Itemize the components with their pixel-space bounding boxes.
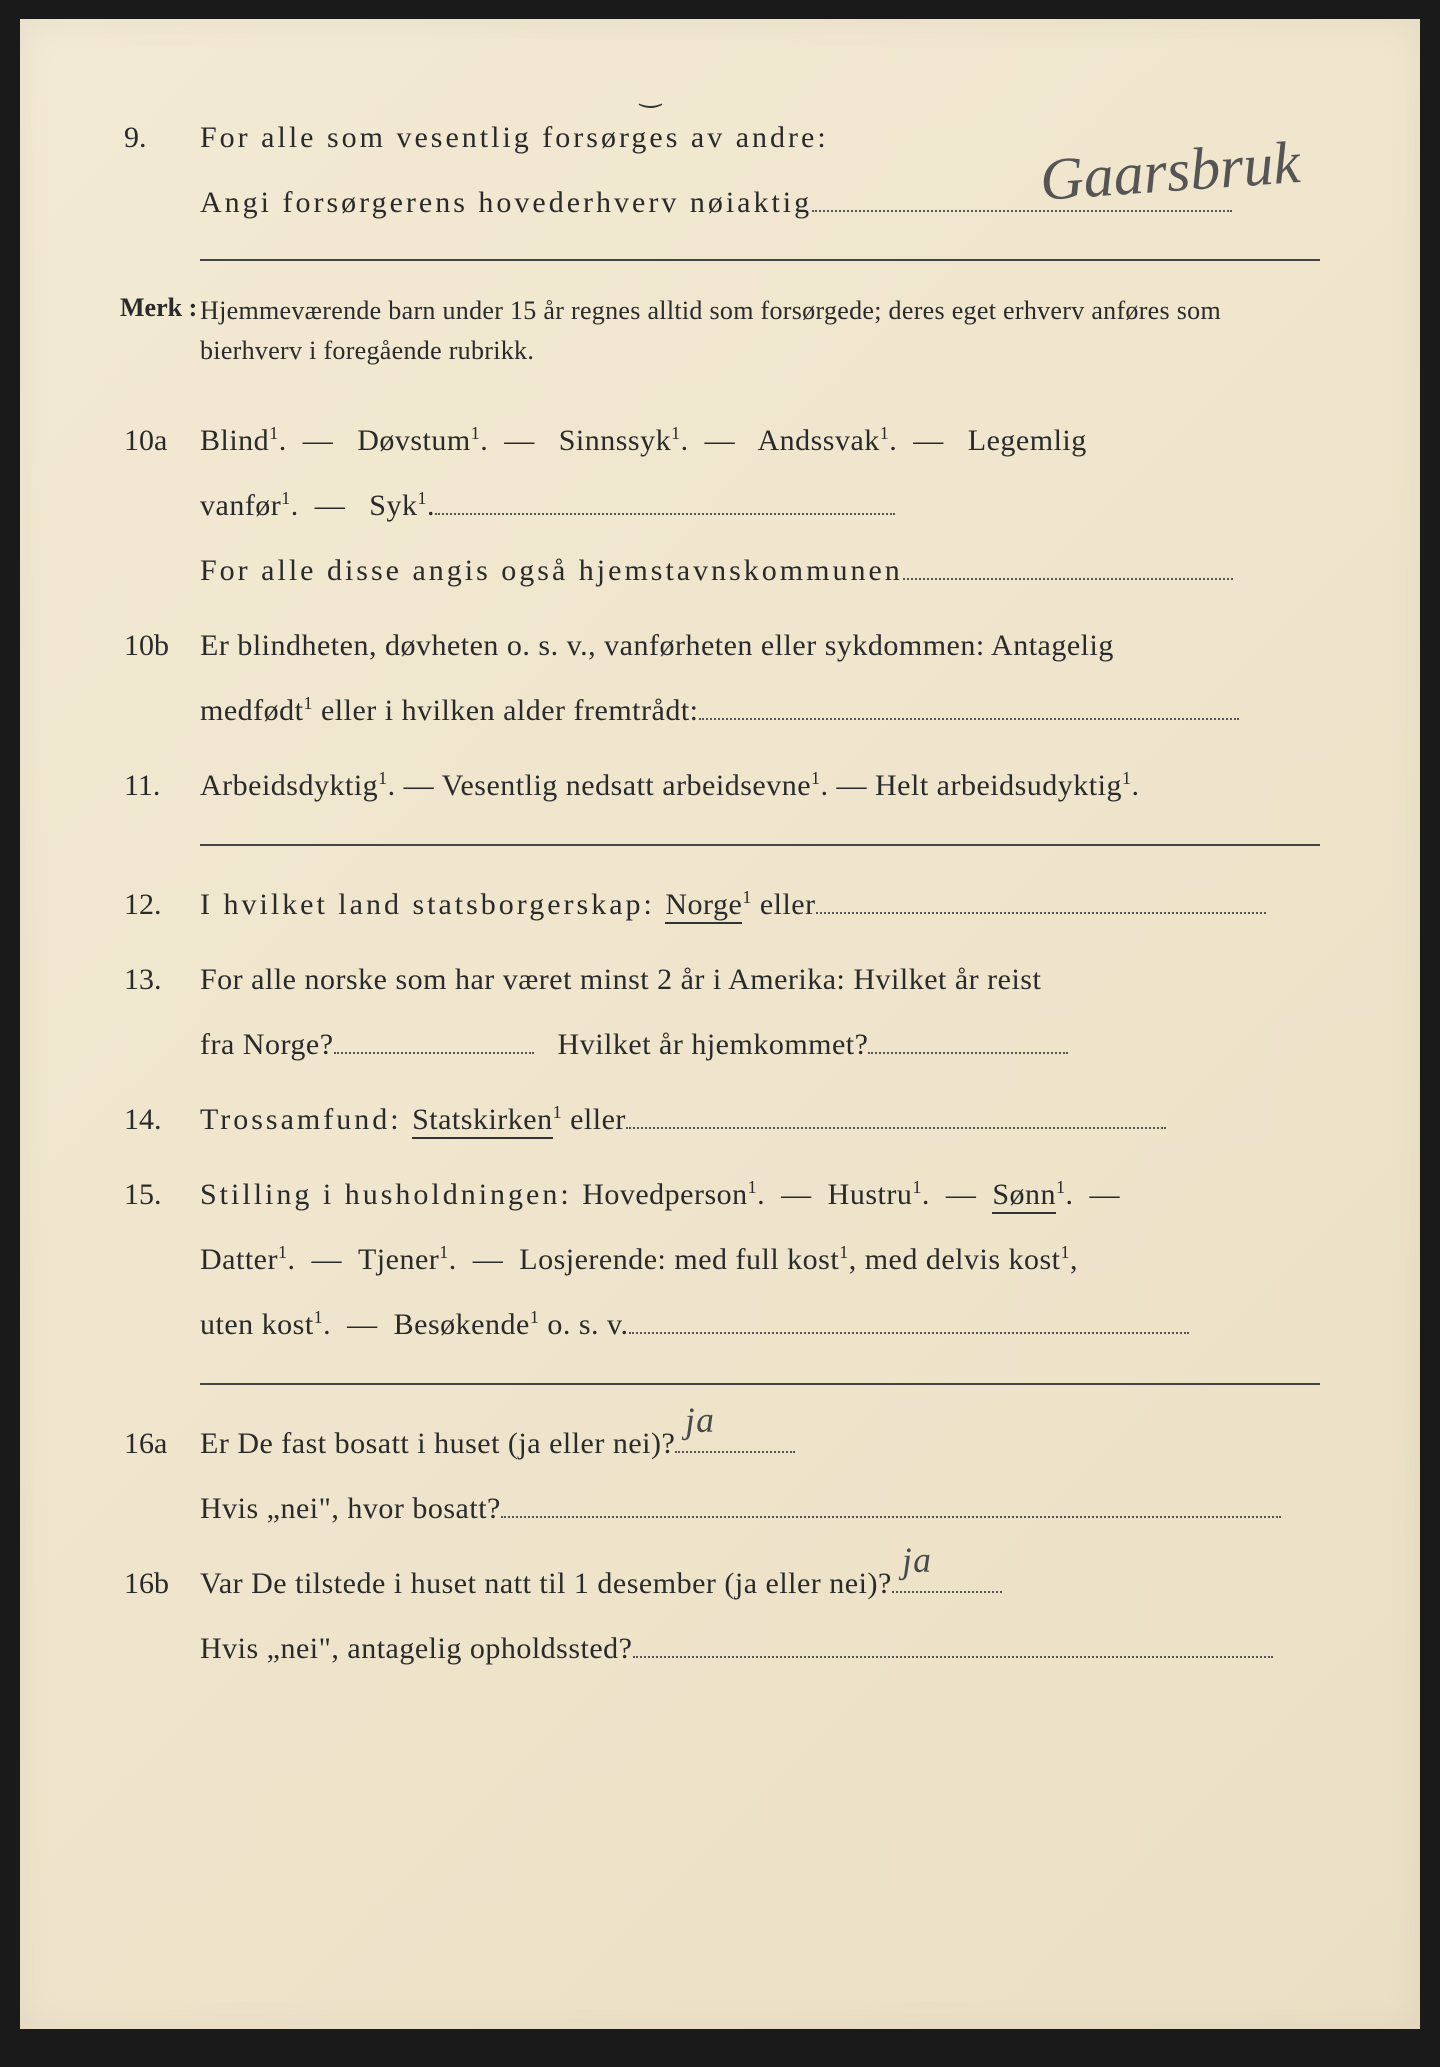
q13-year-left-fill (334, 1021, 534, 1054)
q16a-where-fill (501, 1485, 1281, 1518)
divider-3 (200, 1383, 1320, 1385)
merk-note: Merk : Hjemmeværende barn under 15 år re… (120, 291, 1320, 372)
question-14: 14. Trossamfund: Statskirken1 eller (120, 1091, 1320, 1148)
q10a-number: 10a (120, 412, 200, 469)
q10a-kommune-fill (903, 547, 1233, 580)
q13-line1: For alle norske som har været minst 2 år… (200, 951, 1320, 1008)
question-13: 13. For alle norske som har været minst … (120, 951, 1320, 1073)
q16b-handwritten-answer: ja (901, 1526, 933, 1595)
q16a-handwritten-answer: ja (684, 1386, 716, 1455)
q13-number: 13. (120, 951, 200, 1008)
question-10b: 10b Er blindheten, døvheten o. s. v., va… (120, 617, 1320, 739)
q12-fill (816, 881, 1266, 914)
q16b-number: 16b (120, 1555, 200, 1612)
q10b-fill (699, 687, 1239, 720)
q10a-syk-fill (435, 482, 895, 515)
q15-number: 15. (120, 1166, 200, 1223)
question-10a: 10a Blind1. — Døvstum1. — Sinnssyk1. — A… (120, 412, 1320, 599)
merk-text: Hjemmeværende barn under 15 år regnes al… (200, 291, 1320, 372)
q11-number: 11. (120, 757, 200, 814)
q10b-number: 10b (120, 617, 200, 674)
question-16a: 16a Er De fast bosatt i huset (ja eller … (120, 1415, 1320, 1537)
q12-number: 12. (120, 876, 200, 933)
question-9: 9. For alle som vesentlig forsørges av a… (120, 109, 1320, 231)
question-11: 11. Arbeidsdyktig1. — Vesentlig nedsatt … (120, 757, 1320, 814)
divider-2 (200, 844, 1320, 846)
q16a-answer-fill: ja (675, 1420, 795, 1453)
question-12: 12. I hvilket land statsborgerskap: Norg… (120, 876, 1320, 933)
q9-number: 9. (120, 109, 200, 166)
stray-mark: ‿ (640, 79, 661, 109)
q14-number: 14. (120, 1091, 200, 1148)
q14-fill (626, 1096, 1166, 1129)
question-15: 15. Stilling i husholdningen: Hovedperso… (120, 1166, 1320, 1353)
q10b-line1: Er blindheten, døvheten o. s. v., vanfør… (200, 617, 1320, 674)
q16a-number: 16a (120, 1415, 200, 1472)
q15-fill (629, 1301, 1189, 1334)
question-16b: 16b Var De tilstede i huset natt til 1 d… (120, 1555, 1320, 1677)
q16b-answer-fill: ja (892, 1560, 1002, 1593)
merk-label: Merk : (120, 291, 200, 323)
divider-1 (200, 259, 1320, 261)
q13-year-return-fill (868, 1021, 1068, 1054)
census-form-page: ‿ 9. For alle som vesentlig forsørges av… (20, 19, 1420, 2029)
q16b-where-fill (633, 1625, 1273, 1658)
